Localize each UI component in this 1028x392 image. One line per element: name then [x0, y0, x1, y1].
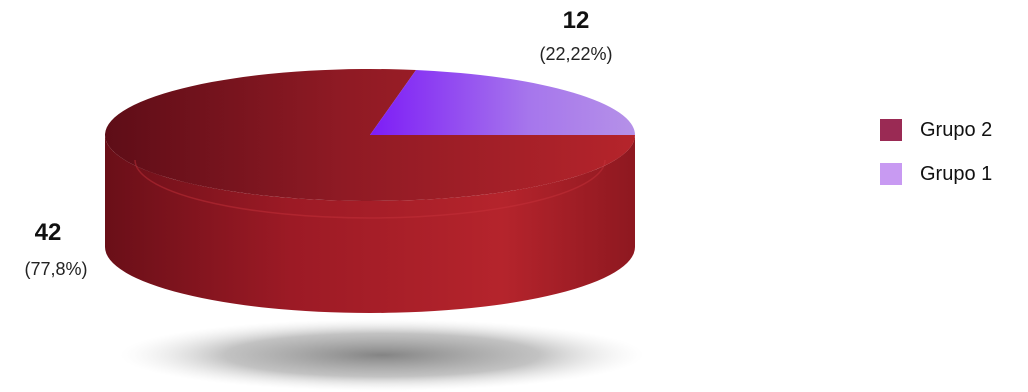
slice-percent-label-grupo-1: (22,22%): [539, 44, 612, 64]
legend-swatch-grupo-1: [880, 163, 902, 185]
pie-rim-highlight: [134, 159, 606, 219]
legend-swatch-grupo-2: [880, 119, 902, 141]
slice-value-label-grupo-1: 12: [563, 7, 590, 34]
legend-item-grupo-2[interactable]: Grupo 2: [880, 116, 992, 144]
legend-label-grupo-2: Grupo 2: [920, 118, 993, 141]
legend-label-grupo-1: Grupo 1: [920, 162, 993, 185]
pie-slice-grupo-1[interactable]: [370, 70, 635, 135]
slice-percent-label-grupo-2: (77,8%): [24, 259, 87, 279]
legend-item-grupo-1[interactable]: Grupo 1: [880, 160, 992, 188]
pie-side-grupo-2: [105, 135, 635, 313]
pie-slice-grupo-2[interactable]: [104, 68, 635, 201]
chart-legend: Grupo 2 Grupo 1: [880, 116, 992, 204]
pie-shadow: [120, 319, 644, 391]
slice-value-label-grupo-2: 42: [35, 219, 62, 246]
